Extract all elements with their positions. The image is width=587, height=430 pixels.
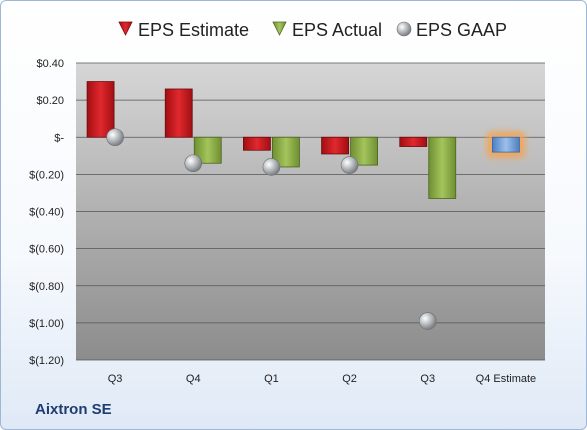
eps-estimate-bar[interactable] bbox=[86, 81, 115, 138]
y-tick-label: $(1.20) bbox=[29, 355, 64, 367]
x-tick-label: Q2 bbox=[342, 373, 357, 385]
q4-estimate-bar[interactable] bbox=[492, 136, 520, 153]
eps-gaap-marker[interactable] bbox=[418, 312, 437, 330]
legend-label-eps-gaap: EPS GAAP bbox=[416, 20, 507, 40]
y-tick-label: $0.20 bbox=[36, 95, 64, 107]
eps-estimate-bar[interactable] bbox=[164, 88, 193, 138]
eps-estimate-bar[interactable] bbox=[321, 136, 349, 155]
x-tick-label: Q3 bbox=[108, 373, 123, 385]
x-tick-label: Q3 bbox=[420, 373, 435, 385]
x-axis-ticks: Q3 Q4 Q1 Q2 Q3 Q4 Estimate bbox=[108, 373, 536, 385]
legend-item-eps-actual[interactable]: EPS Actual bbox=[272, 20, 382, 40]
x-tick-label: Q4 Estimate bbox=[476, 373, 537, 385]
legend-swatch-eps-actual bbox=[272, 21, 287, 36]
y-tick-label: $(0.40) bbox=[29, 207, 64, 219]
legend-label-eps-actual: EPS Actual bbox=[292, 20, 382, 40]
legend-swatch-eps-estimate bbox=[118, 21, 133, 36]
gaap-markers bbox=[106, 128, 437, 330]
y-tick-label: $(1.00) bbox=[29, 318, 64, 330]
eps-gaap-marker[interactable] bbox=[106, 128, 124, 147]
y-tick-label: $(0.80) bbox=[29, 281, 64, 293]
y-tick-label: $(0.20) bbox=[29, 169, 64, 181]
eps-gaap-marker[interactable] bbox=[184, 154, 203, 173]
legend-swatch-eps-gaap bbox=[396, 21, 412, 37]
eps-estimate-bar[interactable] bbox=[399, 136, 428, 147]
legend-item-eps-gaap[interactable]: EPS GAAP bbox=[396, 20, 507, 40]
legend-item-eps-estimate[interactable]: EPS Estimate bbox=[118, 20, 249, 40]
eps-gaap-marker[interactable] bbox=[340, 156, 359, 174]
legend: EPS Estimate EPS Actual EPS GAAP bbox=[118, 20, 507, 40]
gridlines bbox=[76, 62, 545, 361]
legend-label-eps-estimate: EPS Estimate bbox=[138, 20, 249, 40]
y-axis-ticks: $0.40 $0.20 $- $(0.20) $(0.40) $(0.60) $(0.80)… bbox=[29, 58, 64, 367]
y-tick-label: $- bbox=[54, 132, 64, 144]
eps-estimate-bar[interactable] bbox=[243, 136, 271, 151]
company-name: Aixtron SE bbox=[35, 401, 112, 418]
eps-actual-bar[interactable] bbox=[428, 136, 457, 199]
eps-gaap-marker[interactable] bbox=[262, 158, 281, 176]
x-tick-label: Q1 bbox=[264, 373, 279, 385]
x-tick-label: Q4 bbox=[186, 373, 201, 385]
y-tick-label: $(0.60) bbox=[29, 244, 64, 256]
y-tick-label: $0.40 bbox=[36, 58, 64, 70]
